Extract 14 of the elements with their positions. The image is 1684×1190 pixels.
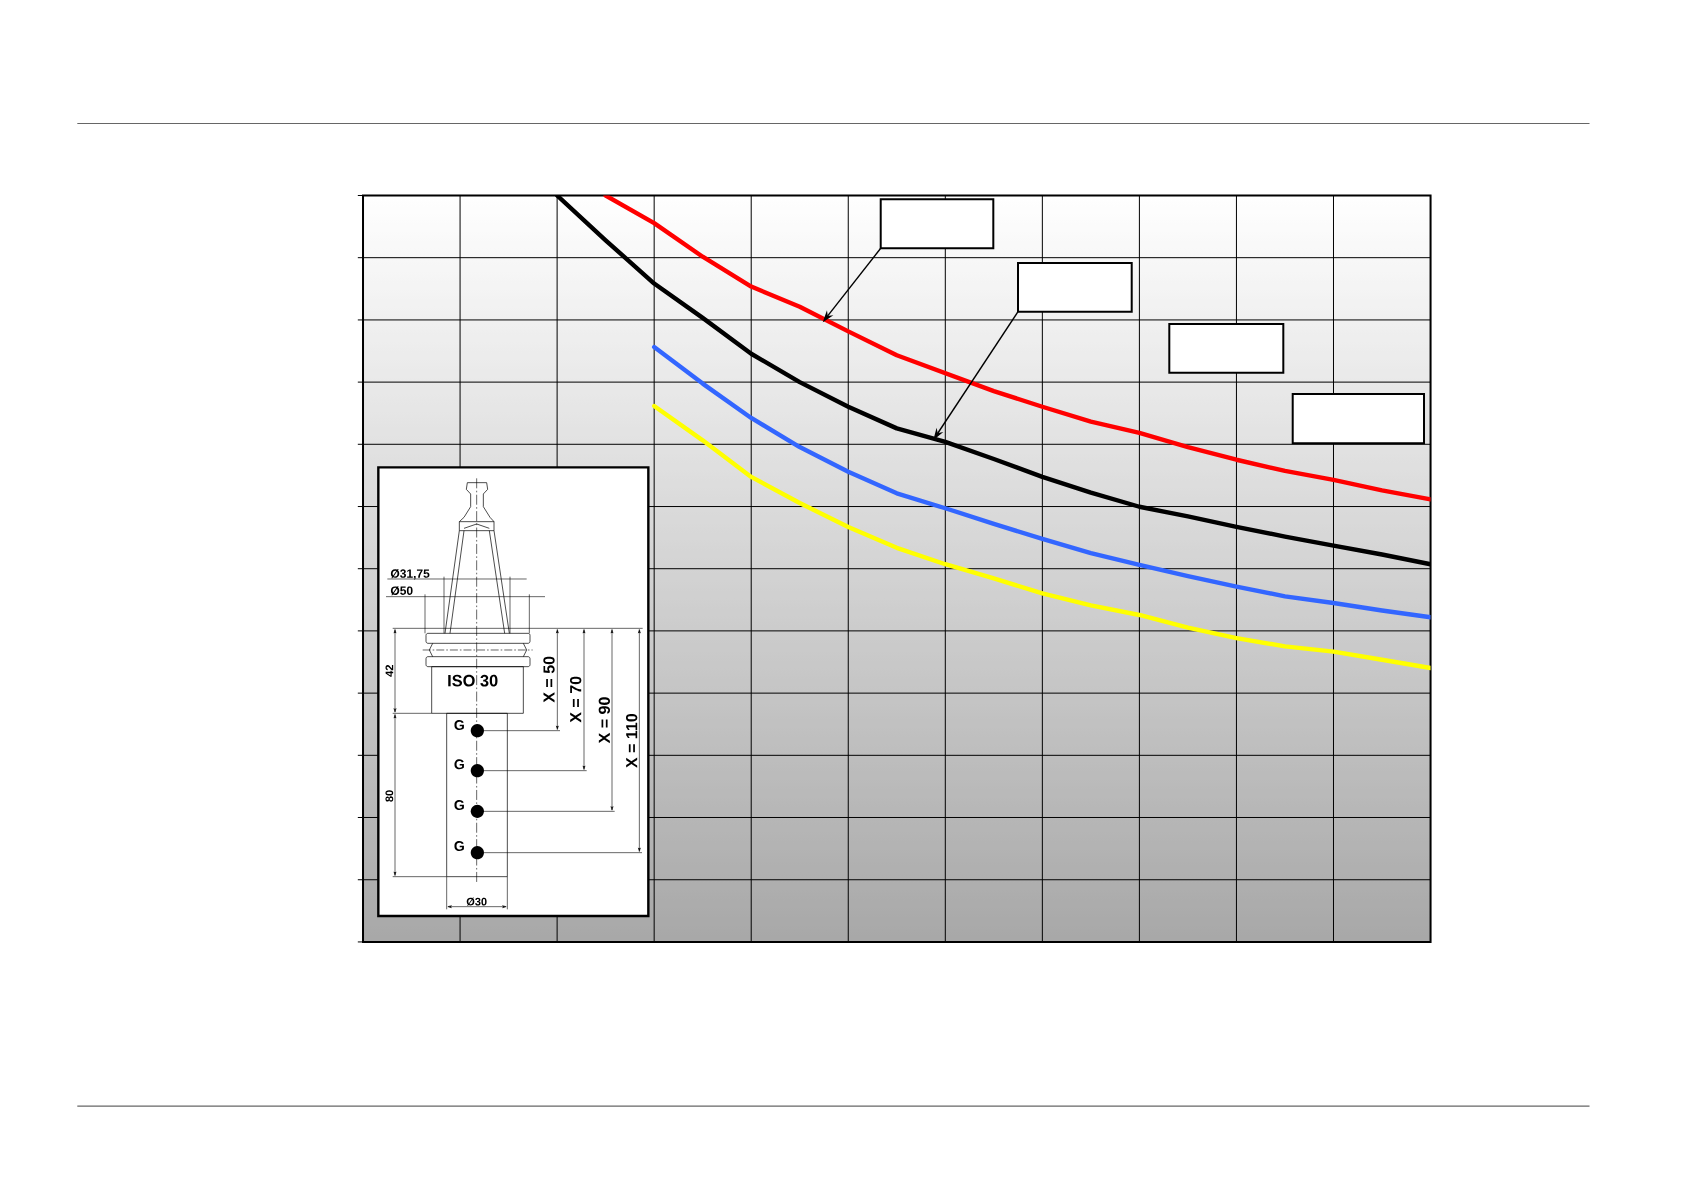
annotation: G bbox=[454, 841, 464, 851]
annotation: X = 50 bbox=[543, 656, 555, 703]
annotation: X = 70 bbox=[569, 676, 582, 723]
annotation: 42 bbox=[385, 664, 394, 677]
annotation: G bbox=[454, 720, 464, 730]
annotation: 80 bbox=[385, 790, 394, 802]
annotation: Ø50 bbox=[390, 586, 413, 596]
annotation: Ø31,75 bbox=[390, 569, 430, 580]
annotation: X = 110 bbox=[625, 713, 638, 768]
annotation: Ø30 bbox=[466, 897, 487, 906]
annotation: ISO 30 bbox=[448, 674, 498, 687]
annotation: G bbox=[454, 800, 464, 810]
annotation: G bbox=[454, 759, 464, 770]
annotation: X = 90 bbox=[598, 697, 610, 744]
